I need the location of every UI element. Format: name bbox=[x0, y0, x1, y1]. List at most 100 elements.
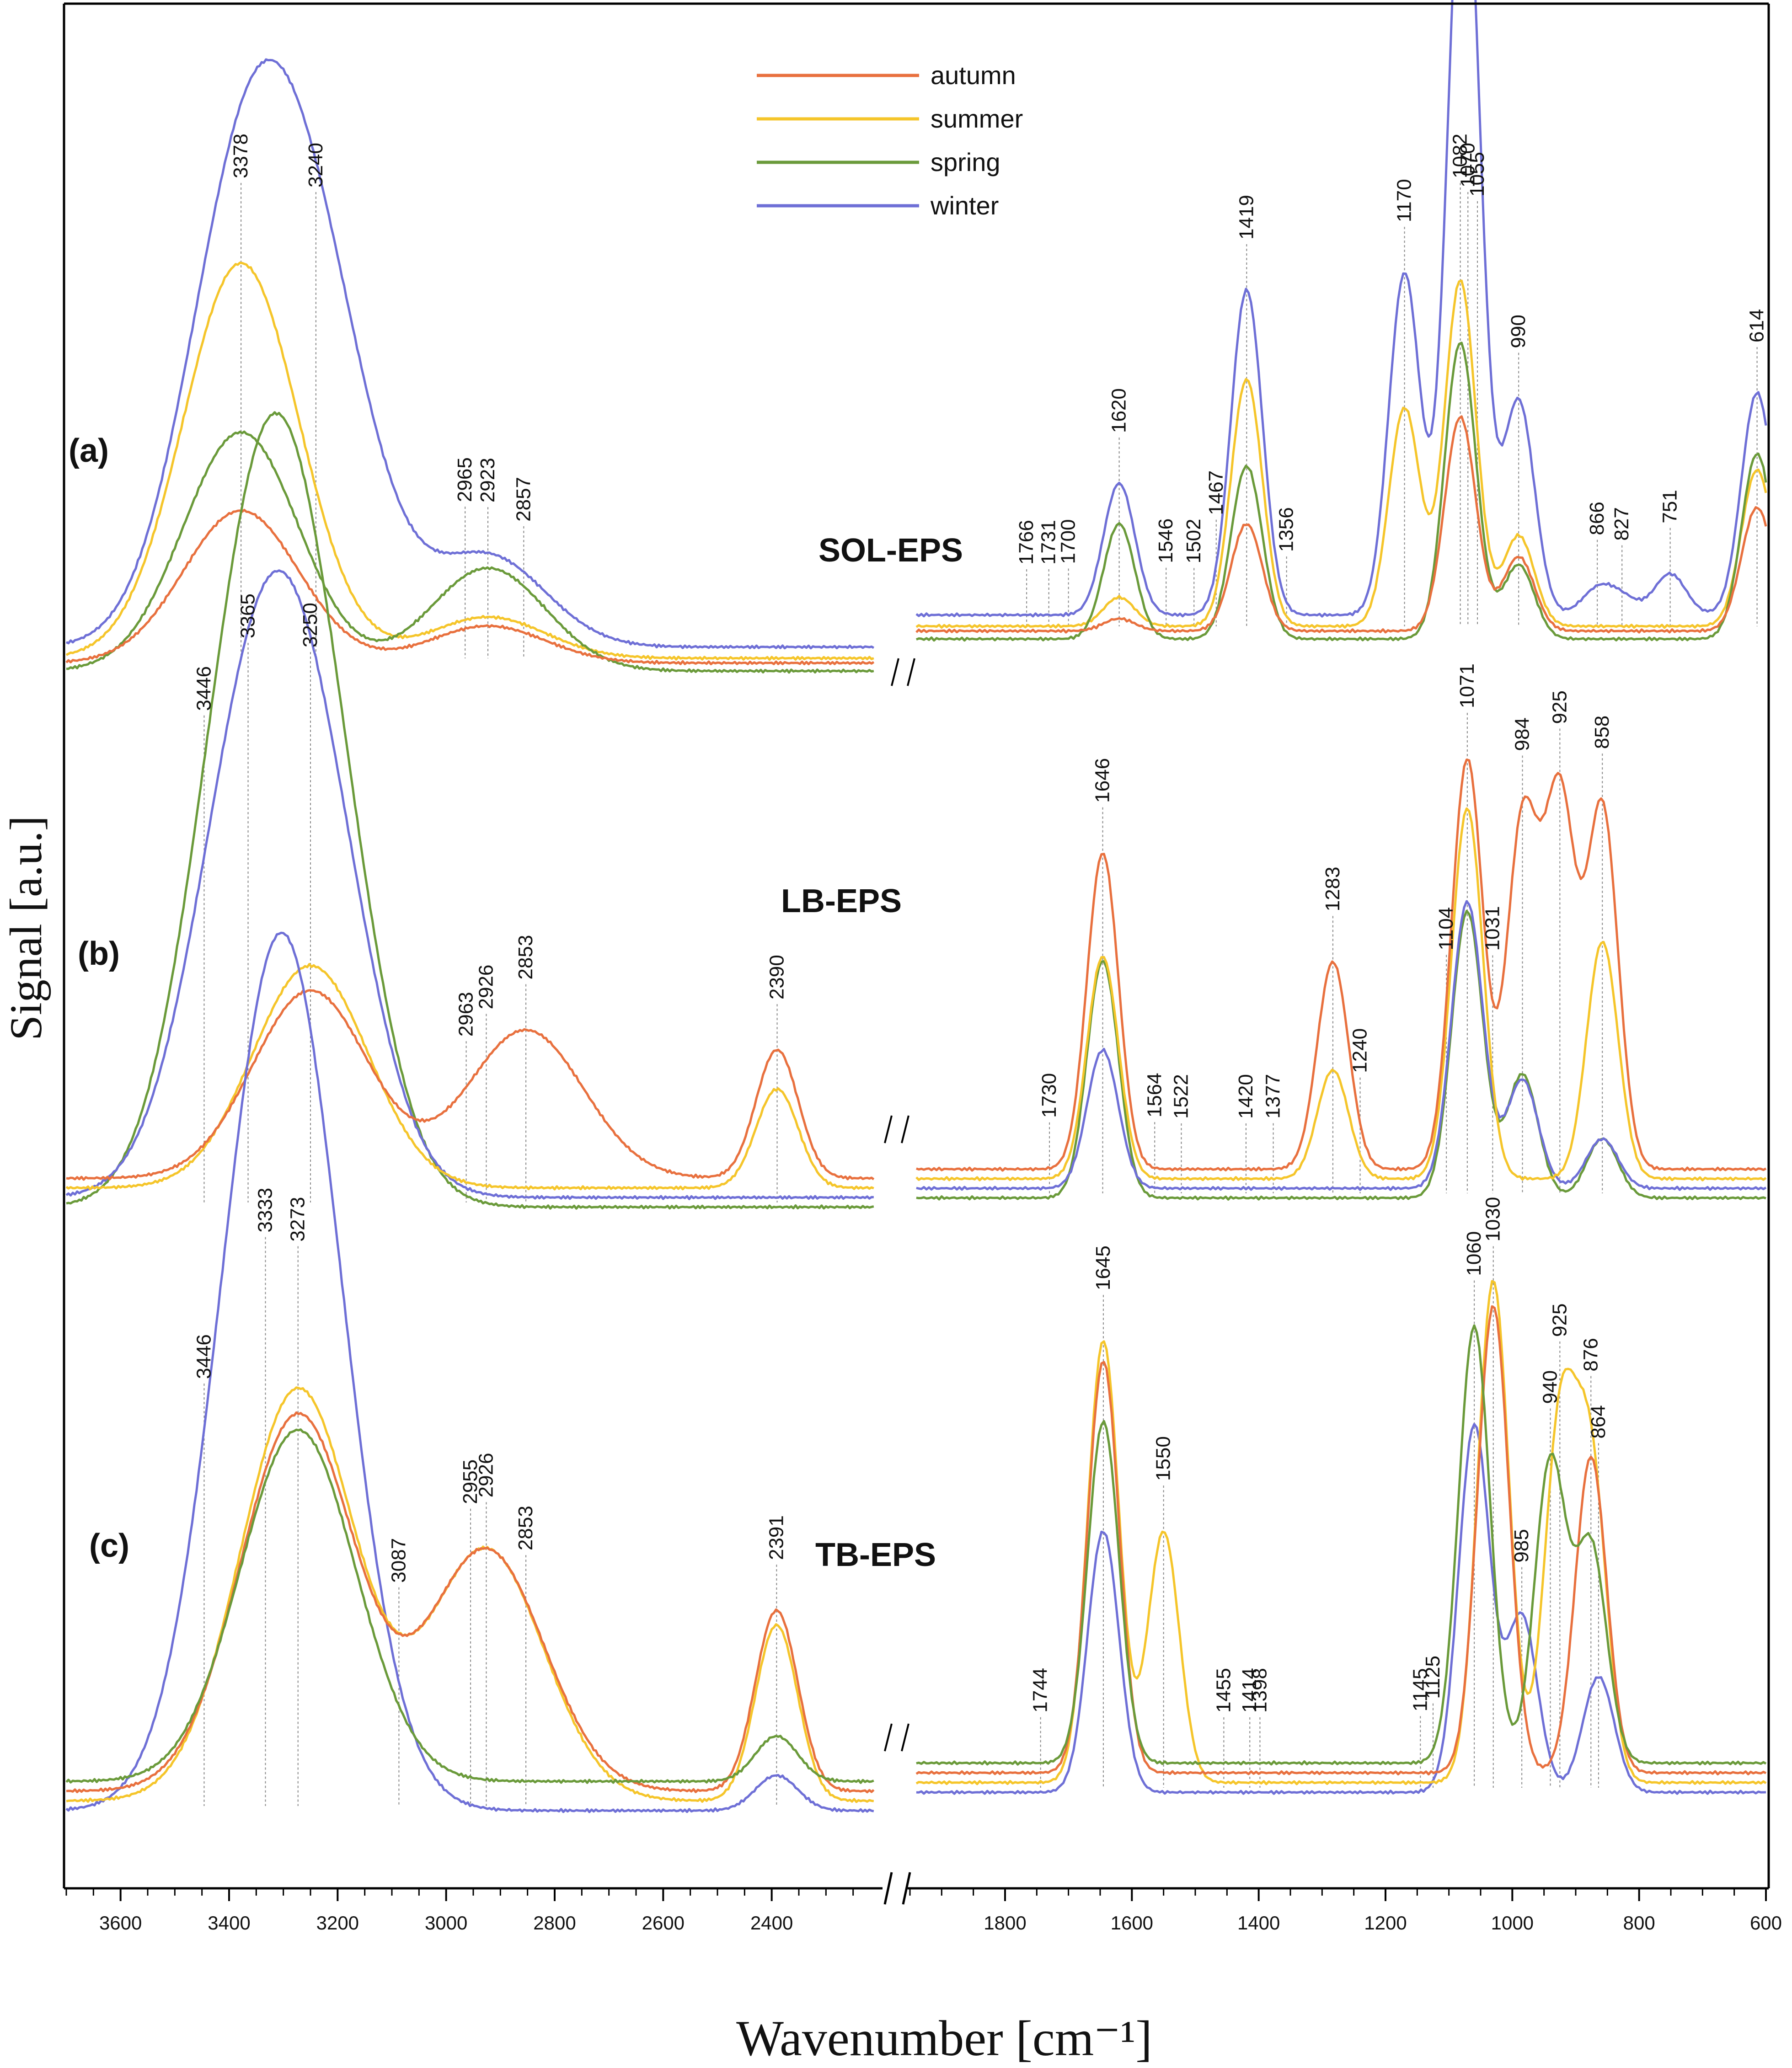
x-tick-label-2800: 2800 bbox=[533, 1912, 576, 1934]
peak-label-1731: 1731 bbox=[1038, 520, 1060, 565]
peak-label-1356: 1356 bbox=[1275, 507, 1298, 552]
peak-label-866: 866 bbox=[1586, 502, 1608, 535]
series-break-mark bbox=[901, 1115, 909, 1144]
peak-label-2857: 2857 bbox=[512, 477, 535, 522]
panel-label-2: (b) bbox=[78, 935, 120, 972]
peak-label-2853: 2853 bbox=[514, 1506, 537, 1550]
peak-label-3273: 3273 bbox=[287, 1197, 309, 1242]
peak-label-990: 990 bbox=[1507, 315, 1530, 348]
peak-label-1620: 1620 bbox=[1108, 388, 1130, 433]
peak-label-1455: 1455 bbox=[1212, 1668, 1235, 1713]
x-tick-label-3000: 3000 bbox=[425, 1912, 467, 1934]
series-break-mark bbox=[891, 658, 899, 686]
peak-label-2955: 2955 bbox=[459, 1459, 481, 1504]
legend-label-spring: spring bbox=[931, 148, 1000, 176]
peak-guide-lines bbox=[203, 183, 1758, 1806]
x-tick-label-1200: 1200 bbox=[1364, 1912, 1407, 1934]
plot-frame bbox=[63, 2, 1770, 1905]
series-line-summer-panel-2 bbox=[65, 963, 874, 1191]
peak-label-1082: 1082 bbox=[1449, 134, 1471, 178]
series-break-mark bbox=[884, 1115, 893, 1144]
peak-label-2965: 2965 bbox=[454, 457, 476, 502]
legend-label-winter: winter bbox=[930, 191, 999, 220]
series-line-winter-panel-1 bbox=[915, 0, 1767, 618]
series-line-autumn-panel-3 bbox=[66, 1411, 875, 1794]
series-line-autumn-panel-1 bbox=[915, 415, 1767, 634]
peak-label-751: 751 bbox=[1659, 490, 1681, 523]
series-line-summer-panel-2 bbox=[915, 807, 1767, 1181]
peak-label-2926: 2926 bbox=[475, 1453, 497, 1497]
peak-label-984: 984 bbox=[1511, 717, 1534, 751]
x-tick-label-1600: 1600 bbox=[1111, 1912, 1153, 1934]
x-tick-label-1800: 1800 bbox=[984, 1912, 1026, 1934]
peak-label-2390: 2390 bbox=[766, 955, 788, 999]
peak-label-2923: 2923 bbox=[476, 458, 499, 502]
panel-label-3: (c) bbox=[89, 1528, 129, 1564]
peak-label-1377: 1377 bbox=[1262, 1074, 1284, 1119]
peak-label-1283: 1283 bbox=[1321, 867, 1344, 912]
peak-label-1398: 1398 bbox=[1248, 1668, 1271, 1713]
legend-label-summer: summer bbox=[931, 104, 1023, 133]
series-line-winter-panel-2 bbox=[65, 569, 874, 1200]
axis-break-mark bbox=[883, 1872, 893, 1905]
peak-label-1055: 1055 bbox=[1466, 152, 1488, 197]
peak-label-827: 827 bbox=[1610, 507, 1633, 540]
series-line-spring-panel-3 bbox=[916, 1324, 1767, 1766]
peak-label-3365: 3365 bbox=[237, 593, 259, 638]
peak-label-3446: 3446 bbox=[193, 1334, 215, 1379]
peak-label-1071: 1071 bbox=[1456, 663, 1478, 708]
peak-label-1467: 1467 bbox=[1205, 470, 1227, 515]
series-line-spring-panel-2 bbox=[916, 909, 1766, 1201]
x-tick-label-3600: 3600 bbox=[99, 1912, 142, 1934]
x-tick-label-800: 800 bbox=[1623, 1912, 1655, 1934]
series-break-mark bbox=[884, 1723, 893, 1752]
panel-title-2: LB-EPS bbox=[781, 883, 902, 919]
peak-label-864: 864 bbox=[1587, 1405, 1610, 1438]
y-axis-title: Signal [a.u.] bbox=[0, 816, 51, 1041]
x-tick-label-1400: 1400 bbox=[1237, 1912, 1280, 1934]
series-line-spring-panel-3 bbox=[65, 1428, 874, 1784]
peak-label-1145: 1145 bbox=[1409, 1668, 1431, 1712]
series-line-spring-panel-1 bbox=[915, 342, 1767, 642]
peak-label-3446: 3446 bbox=[193, 666, 215, 711]
x-tick-label-3400: 3400 bbox=[208, 1912, 250, 1934]
peak-label-1420: 1420 bbox=[1235, 1074, 1257, 1119]
peak-label-1645: 1645 bbox=[1092, 1245, 1114, 1290]
peak-label-1419: 1419 bbox=[1235, 195, 1257, 240]
peak-label-1031: 1031 bbox=[1481, 906, 1503, 951]
x-tick-label-2600: 2600 bbox=[642, 1912, 685, 1934]
x-tick-label-3200: 3200 bbox=[316, 1912, 359, 1934]
x-tick-label-1000: 1000 bbox=[1491, 1912, 1534, 1934]
peak-label-1564: 1564 bbox=[1143, 1073, 1166, 1117]
series-line-autumn-panel-2 bbox=[916, 759, 1767, 1172]
peak-label-2853: 2853 bbox=[514, 935, 537, 980]
spectra-curves bbox=[65, 0, 1767, 1813]
series-line-spring-panel-2 bbox=[66, 411, 874, 1210]
peak-label-1646: 1646 bbox=[1091, 758, 1114, 803]
series-line-spring-panel-1 bbox=[66, 430, 874, 674]
peak-label-1104: 1104 bbox=[1435, 907, 1457, 951]
peak-label-925: 925 bbox=[1548, 1304, 1571, 1337]
peak-label-1730: 1730 bbox=[1038, 1073, 1060, 1118]
series-line-winter-panel-3 bbox=[916, 1423, 1766, 1795]
peak-label-1550: 1550 bbox=[1152, 1436, 1175, 1481]
peak-label-3240: 3240 bbox=[305, 143, 327, 187]
peak-label-1522: 1522 bbox=[1170, 1074, 1192, 1119]
panel-title-1: SOL-EPS bbox=[818, 532, 963, 569]
peak-label-1414: 1414 bbox=[1238, 1668, 1261, 1713]
peak-label-1766: 1766 bbox=[1015, 520, 1038, 565]
peak-label-3378: 3378 bbox=[230, 134, 252, 178]
peak-label-876: 876 bbox=[1579, 1338, 1602, 1371]
peak-label-1502: 1502 bbox=[1182, 519, 1205, 564]
x-axis-ticks: 3600 3400 3200 3000 2800 2600 2400 1800 1600 1400… bbox=[65, 1888, 1782, 1934]
peak-label-1060: 1060 bbox=[1463, 1231, 1485, 1276]
axis-break-mark bbox=[902, 1872, 911, 1905]
series-line-winter-panel-2 bbox=[916, 900, 1767, 1191]
peak-label-985: 985 bbox=[1510, 1529, 1533, 1562]
peak-label-2963: 2963 bbox=[455, 992, 477, 1037]
peak-label-614: 614 bbox=[1746, 309, 1768, 342]
peak-label-1070: 1070 bbox=[1456, 143, 1479, 187]
x-tick-label-600: 600 bbox=[1750, 1912, 1782, 1934]
panel-title-3: TB-EPS bbox=[815, 1537, 936, 1573]
